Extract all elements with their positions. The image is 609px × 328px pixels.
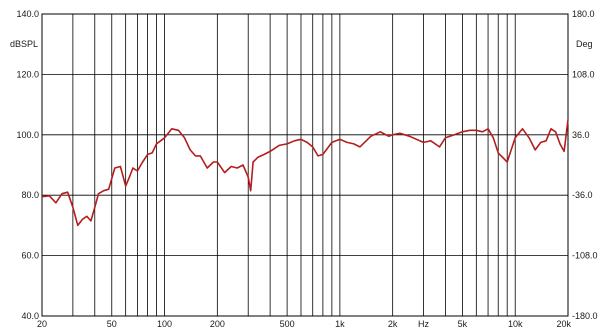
x-tick-label: Hz: [418, 319, 429, 328]
y-tick-label-left: 60.0: [21, 251, 39, 261]
x-tick-label: 500: [280, 319, 295, 328]
x-tick-label: 20: [37, 319, 47, 328]
y-tick-label-right: 36.0: [572, 130, 590, 140]
y-tick-label-right: -36.0: [572, 190, 593, 200]
x-tick-label: 20k: [556, 319, 571, 328]
x-tick-label: 100: [157, 319, 172, 328]
spl-response-line: [41, 119, 569, 227]
x-tick-label: 5k: [458, 319, 468, 328]
x-tick-label: 1k: [335, 319, 345, 328]
x-tick-label: 10k: [508, 319, 523, 328]
x-tick-label: 200: [210, 319, 225, 328]
y-tick-label-right: -180.0: [572, 311, 598, 321]
grid: [42, 14, 568, 316]
y-tick-label-right: -108.0: [572, 251, 598, 261]
y-tick-label-left: 100.0: [16, 130, 39, 140]
y-tick-label-right: 180.0: [572, 9, 595, 19]
y-tick-label-left: 40.0: [21, 311, 39, 321]
x-tick-label: 2k: [388, 319, 398, 328]
y-axis-label-right: Deg: [576, 39, 593, 49]
plot-frame: [41, 13, 569, 317]
y-tick-label-left: 80.0: [21, 190, 39, 200]
x-tick-label: 50: [107, 319, 117, 328]
y-tick-label-left: 140.0: [16, 9, 39, 19]
y-tick-label-left: 120.0: [16, 69, 39, 79]
y-axis-label-left: dBSPL: [10, 39, 38, 49]
y-tick-label-right: 108.0: [572, 69, 595, 79]
axis-labels: 140.0 180.0 120.0 108.0 100.0 36.0 80.0 -36.0 60…: [16, 9, 597, 328]
